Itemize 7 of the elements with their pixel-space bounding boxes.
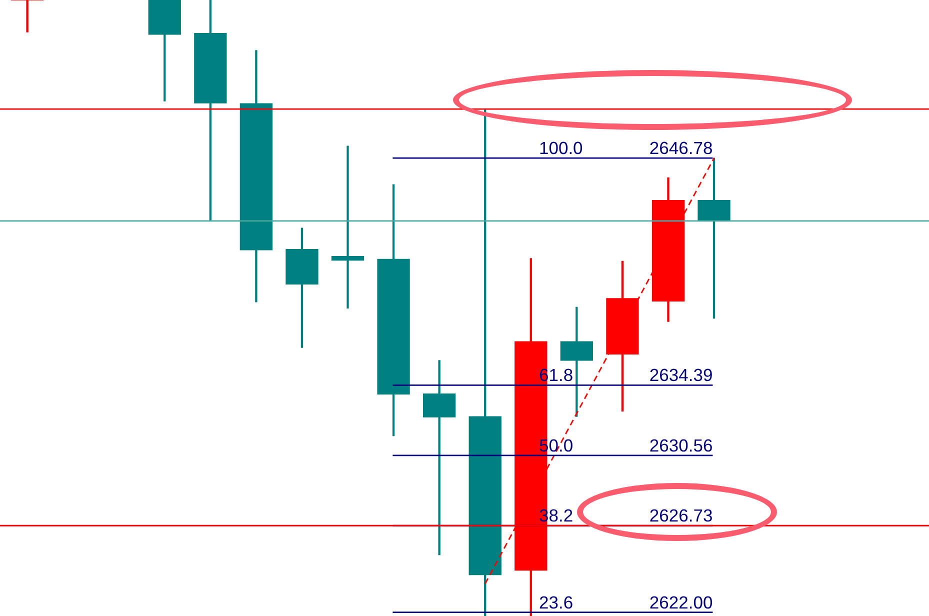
annotation: 100.0 bbox=[539, 138, 584, 158]
annotation: 23.6 bbox=[539, 592, 574, 612]
ref-line-label: 2626.73 bbox=[649, 506, 713, 526]
ref-line-label: 2630.56 bbox=[649, 435, 713, 456]
ref-line-label: 2646.78 bbox=[649, 138, 713, 158]
ref-line-label: 2634.39 bbox=[649, 365, 713, 386]
ref-line-label: 2622.00 bbox=[649, 592, 713, 612]
